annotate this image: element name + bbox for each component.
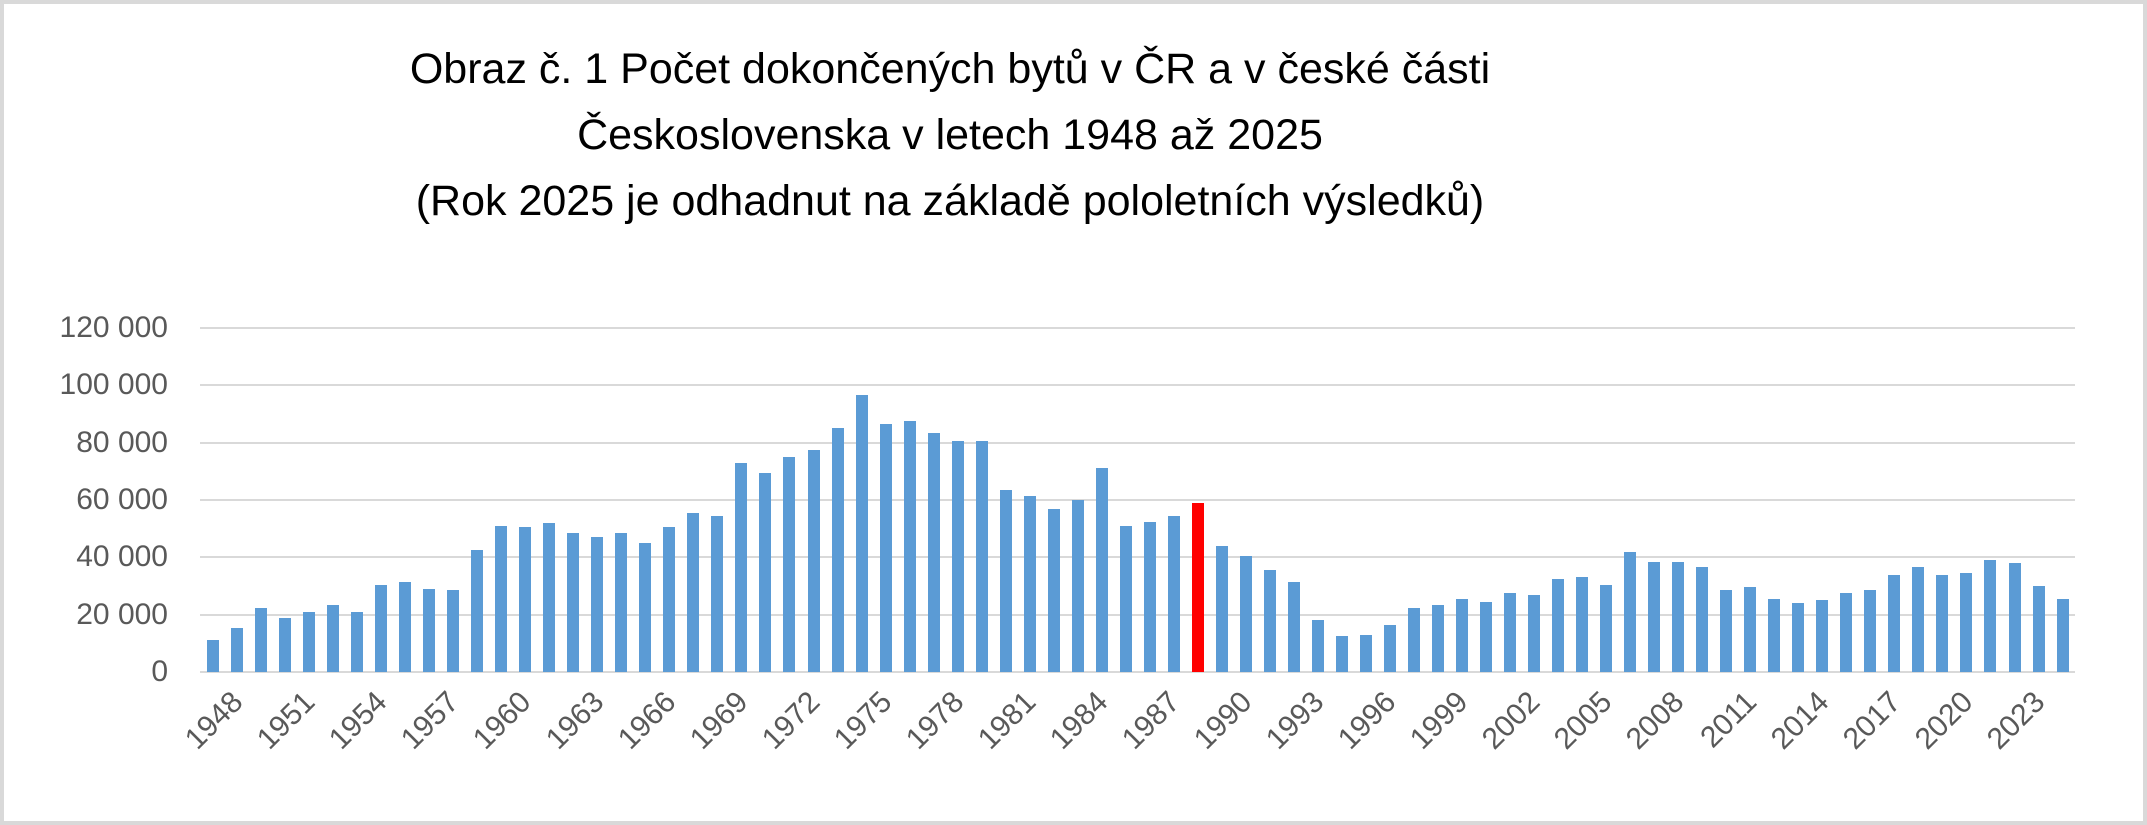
chart-title-line3: (Rok 2025 je odhadnut na základě pololet… <box>415 177 1485 225</box>
bar-2002 <box>1504 593 1517 672</box>
bar-1998 <box>1408 607 1420 672</box>
bar-2001 <box>1480 601 1493 672</box>
bar-1958 <box>447 590 460 672</box>
bar-1980 <box>975 441 988 672</box>
plot-area <box>200 327 2075 673</box>
bar-2024 <box>2032 586 2045 672</box>
y-tick-label: 100 000 <box>59 368 168 402</box>
bar-2022 <box>1984 560 1997 672</box>
bar-2021 <box>1960 573 1973 672</box>
y-tick-label: 60 000 <box>76 483 168 516</box>
bar-1995 <box>1335 636 1348 672</box>
bar-1978 <box>927 432 940 672</box>
bar-1961 <box>519 527 532 672</box>
chart-title-line2: Československa v letech 1948 až 2025 <box>577 111 1323 159</box>
bar-2010 <box>1696 567 1709 672</box>
bar-1979 <box>951 441 964 672</box>
bar-2000 <box>1456 598 1469 672</box>
bar-1963 <box>567 532 580 672</box>
bar-1992 <box>1263 570 1276 672</box>
gridline <box>200 384 2075 387</box>
gridline <box>200 499 2075 501</box>
bar-1968 <box>687 512 700 672</box>
bar-1970 <box>735 462 748 672</box>
bar-2016 <box>1840 593 1853 672</box>
bar-1965 <box>615 532 628 672</box>
bar-2020 <box>1936 574 1949 672</box>
bar-2013 <box>1768 598 1781 672</box>
bar-2014 <box>1792 603 1805 672</box>
bar-1960 <box>495 525 508 672</box>
bar-1959 <box>471 550 484 672</box>
bar-1950 <box>255 607 268 672</box>
y-tick-label: 120 000 <box>59 311 168 344</box>
bar-2023 <box>2008 563 2021 672</box>
bar-1984 <box>1071 500 1084 672</box>
bar-1985 <box>1095 468 1108 672</box>
bar-2005 <box>1576 577 1589 672</box>
bar-1953 <box>327 604 340 672</box>
bar-1966 <box>639 543 652 672</box>
bar-1993 <box>1287 581 1300 672</box>
bar-2011 <box>1720 590 1733 672</box>
bar-1987 <box>1143 521 1156 672</box>
bar-2019 <box>1912 567 1925 672</box>
bar-1974 <box>831 428 844 672</box>
bar-1952 <box>303 611 316 672</box>
bar-2015 <box>1816 600 1829 672</box>
bar-1988 <box>1167 515 1180 672</box>
bar-2012 <box>1744 587 1757 672</box>
bar-1955 <box>375 584 388 672</box>
bar-1996 <box>1359 634 1372 672</box>
bar-1967 <box>663 527 676 672</box>
bar-1977 <box>903 421 916 672</box>
bar-1948 <box>207 640 219 672</box>
bar-2008 <box>1648 561 1661 672</box>
bar-1997 <box>1383 624 1396 672</box>
bar-2007 <box>1624 551 1637 672</box>
bar-1982 <box>1023 495 1036 672</box>
bar-1972 <box>783 457 796 672</box>
gridline <box>200 613 2075 616</box>
chart-title: Obraz č. 1 Počet dokončených bytů v ČR a… <box>0 36 1900 234</box>
y-tick-label: 0 <box>151 655 168 688</box>
bar-1957 <box>423 588 436 672</box>
bar-1989-highlighted <box>1191 502 1204 672</box>
chart-title-line1: Obraz č. 1 Počet dokončených bytů v ČR a… <box>409 45 1491 93</box>
y-tick-label: 20 000 <box>76 597 168 631</box>
bar-1976 <box>879 424 892 672</box>
bar-2018 <box>1888 574 1901 672</box>
bar-1962 <box>543 522 556 672</box>
bar-2009 <box>1672 561 1685 672</box>
bar-1956 <box>399 581 412 672</box>
bar-1991 <box>1239 555 1252 672</box>
bar-1975 <box>855 395 868 672</box>
gridline <box>200 441 2075 444</box>
bar-1981 <box>999 489 1012 672</box>
bar-2025 <box>2056 598 2069 672</box>
bar-1999 <box>1432 604 1445 672</box>
bar-1951 <box>279 617 292 672</box>
bar-1973 <box>807 449 820 672</box>
bar-1949 <box>231 627 244 672</box>
bar-1971 <box>759 472 772 672</box>
gridline <box>200 671 2075 673</box>
bar-1969 <box>711 515 724 672</box>
bar-2006 <box>1600 584 1613 672</box>
bar-1954 <box>351 611 364 672</box>
gridline <box>200 556 2075 559</box>
y-tick-label: 80 000 <box>76 425 168 459</box>
bar-2004 <box>1552 578 1565 672</box>
bar-2003 <box>1528 594 1541 672</box>
bar-1990 <box>1215 545 1228 672</box>
bar-1986 <box>1119 525 1132 672</box>
bar-1964 <box>591 537 604 672</box>
y-tick-label: 40 000 <box>76 540 168 574</box>
gridline <box>200 327 2075 329</box>
bar-1994 <box>1311 620 1324 672</box>
bar-1983 <box>1047 508 1060 672</box>
bar-2017 <box>1864 590 1877 672</box>
